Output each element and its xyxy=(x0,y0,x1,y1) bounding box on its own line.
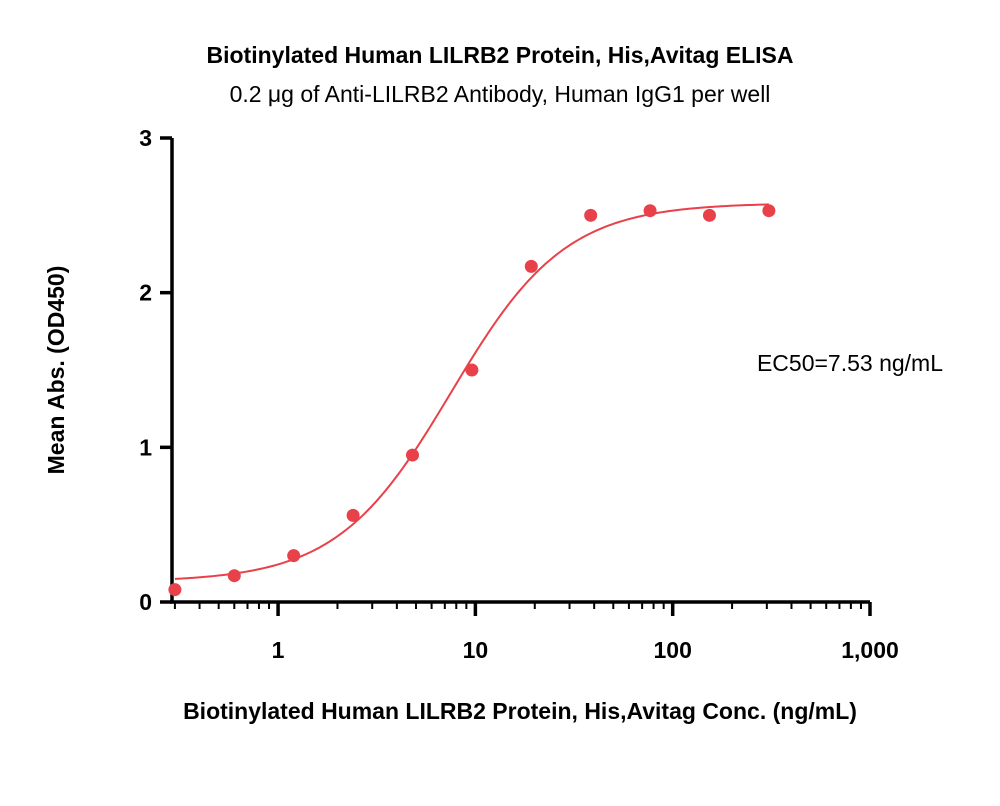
y-tick-label: 0 xyxy=(139,589,152,615)
ec50-annotation: EC50=7.53 ng/mL xyxy=(757,350,943,376)
data-point xyxy=(405,448,419,462)
x-axis-label: Biotinylated Human LILRB2 Protein, His,A… xyxy=(183,698,857,724)
data-point xyxy=(762,204,776,218)
chart-title: Biotinylated Human LILRB2 Protein, His,A… xyxy=(207,42,794,68)
data-point xyxy=(168,583,182,597)
y-axis-label: Mean Abs. (OD450) xyxy=(43,266,69,475)
data-point xyxy=(643,204,657,218)
data-point xyxy=(702,208,716,222)
data-point xyxy=(524,259,538,273)
fit-curve-layer xyxy=(174,203,769,580)
data-points-layer xyxy=(168,204,776,597)
x-tick-label: 100 xyxy=(654,637,692,663)
data-point xyxy=(287,549,301,563)
data-point xyxy=(465,363,479,377)
axes: 0 1 2 3 1 10 100 1,000 xyxy=(139,125,899,663)
x-tick-label: 1 xyxy=(272,637,285,663)
chart-subtitle: 0.2 μg of Anti-LILRB2 Antibody, Human Ig… xyxy=(230,81,771,107)
data-point xyxy=(346,508,360,522)
y-tick-label: 1 xyxy=(139,434,152,460)
x-tick-label: 1,000 xyxy=(841,637,899,663)
fit-curve xyxy=(174,203,769,580)
data-point xyxy=(584,208,598,222)
y-tick-label: 2 xyxy=(139,280,152,306)
x-tick-label: 10 xyxy=(463,637,489,663)
data-point xyxy=(227,569,241,583)
y-tick-label: 3 xyxy=(139,125,152,151)
